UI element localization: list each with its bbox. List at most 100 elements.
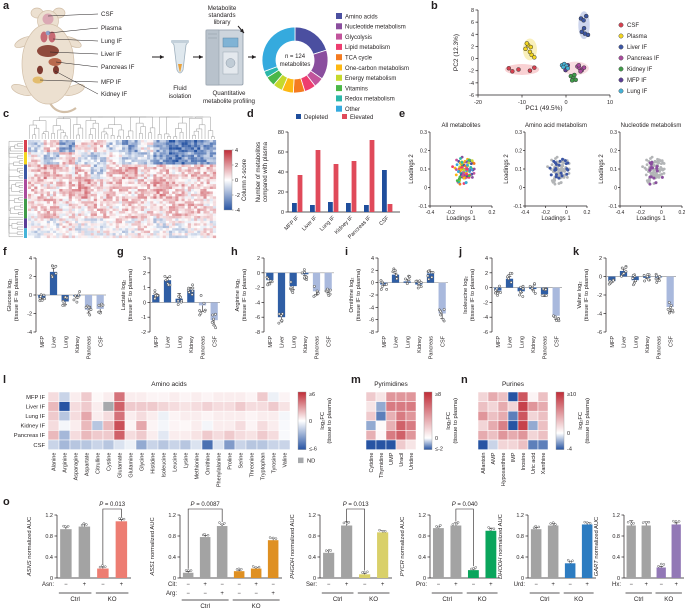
svg-text:0.8: 0.8 — [308, 534, 316, 540]
panel-i-bars: -8 -6 -4 -2 0 2 4 Ornithine log₂ (tissue IF to p… — [349, 256, 448, 359]
svg-text:1.2: 1.2 — [418, 513, 426, 519]
svg-text:40: 40 — [278, 170, 284, 176]
svg-text:(tissue IF to plasma): (tissue IF to plasma) — [584, 269, 590, 322]
svg-text:MFP IF: MFP IF — [26, 395, 45, 401]
panel-o-ass1-bars: 0 0.4 0.8 1.2 ASS1 normalized AUC Cit: − + − − + − A… — [150, 502, 282, 610]
svg-text:Lysine: Lysine — [184, 453, 190, 469]
svg-text:-1: -1 — [141, 315, 146, 321]
svg-text:−: − — [472, 582, 476, 588]
svg-text:Glutamate: Glutamate — [118, 453, 124, 478]
svg-text:Pancreas IF: Pancreas IF — [101, 64, 135, 71]
svg-text:0.3: 0.3 — [420, 130, 427, 136]
svg-text:0: 0 — [257, 271, 260, 277]
svg-text:-4: -4 — [235, 208, 240, 214]
svg-text:-0.4: -0.4 — [521, 210, 530, 216]
svg-text:TCA cycle: TCA cycle — [345, 56, 373, 62]
svg-text:0: 0 — [435, 436, 438, 442]
svg-text:−: − — [327, 582, 331, 588]
svg-text:≥6: ≥6 — [309, 392, 315, 398]
svg-text:DHODH normalized AUC: DHODH normalized AUC — [498, 514, 504, 579]
svg-text:-0.4: -0.4 — [616, 210, 625, 216]
svg-text:-2: -2 — [369, 293, 374, 299]
svg-text:Loadings 1: Loadings 1 — [446, 216, 476, 222]
metabolite-donut-chart: n = 124 metabolites — [261, 26, 329, 94]
svg-text:Pyrimidines: Pyrimidines — [374, 381, 408, 388]
panel-g-bars: -2 -1 0 1 2 3 Lactate log₂ (tissue IF to plasma… — [121, 256, 220, 359]
svg-text:Other: Other — [345, 107, 360, 113]
pca-legend: CSF Plasma Liver IF Pancreas IF Kidney IF MFP… — [618, 22, 660, 95]
svg-text:−: − — [220, 582, 224, 588]
svg-text:Methionine: Methionine — [195, 453, 201, 480]
svg-text:1.2: 1.2 — [516, 513, 524, 519]
svg-text:Arginine log₂: Arginine log₂ — [235, 279, 241, 312]
svg-text:(tissue IF to plasma): (tissue IF to plasma) — [356, 269, 362, 322]
svg-text:0.3: 0.3 — [610, 130, 617, 136]
svg-text:CSF: CSF — [440, 335, 446, 347]
svg-text:Uridine: Uridine — [409, 453, 415, 470]
svg-text:0.8: 0.8 — [418, 534, 426, 540]
svg-text:Lipid metabolism: Lipid metabolism — [345, 45, 390, 51]
svg-text:-20: -20 — [474, 100, 482, 106]
svg-text:Thymidine: Thymidine — [379, 453, 385, 478]
svg-text:CSF: CSF — [98, 335, 104, 347]
svg-text:CSF: CSF — [627, 23, 639, 29]
svg-text:Ctrl: Ctrl — [70, 596, 80, 603]
svg-text:+: + — [454, 582, 458, 588]
svg-text:Xanthine: Xanthine — [541, 453, 547, 475]
svg-text:metabolite profiling: metabolite profiling — [203, 98, 255, 105]
svg-text:-4: -4 — [469, 81, 474, 87]
panel-letter-m: m — [351, 374, 361, 386]
svg-text:(tissue IF to plasma): (tissue IF to plasma) — [242, 269, 248, 322]
svg-text:Liver IF: Liver IF — [101, 51, 122, 58]
svg-text:CSF: CSF — [326, 335, 332, 347]
svg-text:+: + — [120, 582, 124, 588]
svg-text:0.8: 0.8 — [168, 534, 176, 540]
svg-text:≥8: ≥8 — [435, 392, 441, 398]
svg-text:Energy metabolism: Energy metabolism — [345, 76, 396, 82]
svg-text:Asparagine: Asparagine — [74, 453, 80, 481]
svg-text:Asn:: Asn: — [42, 582, 54, 588]
svg-text:Ctrl: Ctrl — [442, 596, 452, 603]
svg-text:-6: -6 — [469, 93, 474, 99]
svg-text:0.4: 0.4 — [516, 555, 524, 561]
svg-text:Liver IF: Liver IF — [26, 404, 46, 410]
svg-text:-10: -10 — [518, 100, 526, 106]
panel-n-purine-heatmap: Purines Allantoin AMP Hypoxanthine IMP Inosin… — [477, 381, 591, 486]
svg-text:+: + — [83, 582, 87, 588]
svg-text:Citrulline: Citrulline — [96, 453, 102, 474]
svg-text:Pancreas IF: Pancreas IF — [627, 56, 660, 62]
svg-text:ASNS normalized AUC: ASNS normalized AUC — [27, 517, 33, 577]
svg-text:0: 0 — [50, 576, 53, 582]
svg-text:Ctrl: Ctrl — [200, 603, 210, 610]
panel-j-bars: -6 -4 -2 0 2 4 Isoleucine log₂ (tissue IF to pl… — [463, 256, 562, 359]
svg-text:Cit:: Cit: — [168, 582, 177, 588]
svg-text:Kidney: Kidney — [417, 336, 423, 353]
svg-text:3: 3 — [143, 256, 146, 262]
kidney-organ — [37, 65, 43, 75]
svg-text:Kidney IF: Kidney IF — [101, 91, 127, 98]
svg-text:0.2: 0.2 — [610, 148, 617, 154]
panel-l-amino-acid-heatmap: Amino acids MFP IF Liver IF Lung IF Kidney I… — [14, 381, 333, 487]
svg-text:P = 0.013: P = 0.013 — [343, 502, 370, 508]
svg-text:0: 0 — [485, 286, 488, 292]
svg-text:Isoleucine log₂: Isoleucine log₂ — [463, 276, 469, 314]
svg-text:0.8: 0.8 — [612, 534, 620, 540]
svg-text:0.1: 0.1 — [420, 167, 427, 173]
svg-text:CSF: CSF — [554, 335, 560, 347]
svg-text:PHGDH normalized AUC: PHGDH normalized AUC — [290, 514, 296, 578]
svg-text:-4: -4 — [567, 447, 572, 453]
svg-text:Proline: Proline — [228, 453, 234, 470]
svg-text:+: + — [220, 591, 224, 597]
svg-text:KO: KO — [478, 596, 487, 603]
donut-legend: Amino acids Nucleotide metabolism Glycolys… — [336, 13, 409, 113]
svg-text:-4: -4 — [597, 312, 602, 318]
svg-text:Alanine: Alanine — [52, 453, 58, 471]
svg-text:−: − — [237, 582, 241, 588]
svg-text:Number of metabolites: Number of metabolites — [256, 142, 262, 202]
mass-spec-icon — [205, 29, 244, 86]
svg-text:MFP: MFP — [610, 336, 616, 348]
svg-text:−: − — [363, 582, 367, 588]
svg-text:0.4: 0.4 — [45, 555, 53, 561]
svg-text:+: + — [203, 582, 207, 588]
